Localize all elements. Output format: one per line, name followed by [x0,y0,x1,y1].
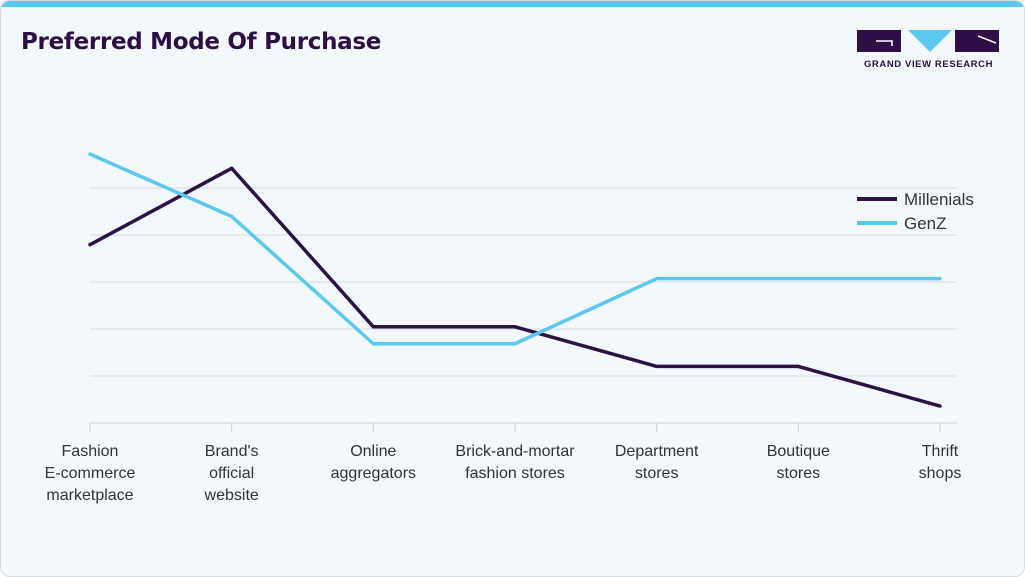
data-point-genz [230,214,234,218]
x-tick-label: Department stores [615,443,699,482]
x-tick-label: Thrift shops [919,443,962,482]
data-point-millenials [655,364,659,368]
legend-label-genz: GenZ [904,214,947,233]
data-point-millenials [796,364,800,368]
series-line-genz [88,152,942,346]
x-tick-label: Brand's official website [204,443,259,504]
legend-label-millenials: Millenials [904,190,974,209]
data-point-genz [371,342,375,346]
brand-name: GRAND VIEW RESEARCH [863,59,994,70]
data-point-genz [796,277,800,281]
brand-logo: GRAND VIEW RESEARCH [856,29,1001,74]
chart-title: Preferred Mode Of Purchase [21,29,382,55]
data-point-millenials [371,325,375,329]
data-point-genz [513,342,517,346]
gvr-logo-icon [857,30,999,52]
series-line-millenials [88,166,942,408]
x-tick-label: Boutique stores [767,443,830,482]
data-point-genz [88,152,92,156]
data-point-genz [655,277,659,281]
x-tick-label: Online aggregators [331,443,416,482]
x-tick-label: Fashion E-commerce marketplace [45,443,136,504]
x-tick-label: Brick-and-mortar fashion stores [455,443,575,482]
data-point-genz [938,277,942,281]
data-point-millenials [230,166,234,170]
data-point-millenials [938,404,942,408]
data-point-millenials [513,325,517,329]
top-accent-bar [1,1,1024,7]
data-point-millenials [88,243,92,247]
